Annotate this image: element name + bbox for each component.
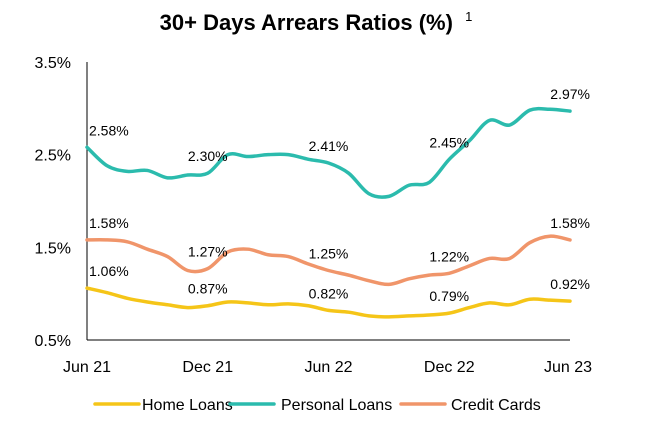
data-label-credit-cards: 1.58% xyxy=(89,215,129,231)
data-label-personal-loans: 2.45% xyxy=(429,134,469,150)
series-line-home-loans xyxy=(85,286,572,319)
x-tick-label: Jun 22 xyxy=(304,359,352,376)
x-tick-label: Dec 22 xyxy=(424,359,475,376)
x-tick-label: Dec 21 xyxy=(182,359,233,376)
data-label-home-loans: 0.79% xyxy=(429,288,469,304)
data-label-personal-loans: 2.30% xyxy=(188,148,228,164)
series-line-personal-loans xyxy=(85,106,572,199)
data-label-home-loans: 0.87% xyxy=(188,281,228,297)
y-tick-label: 2.5% xyxy=(35,148,71,165)
data-label-personal-loans: 2.97% xyxy=(550,86,590,102)
data-labels: 1.06% 0.87% 0.82% 0.79% 0.92% 2.58% 2.30% 2.41%… xyxy=(89,86,590,304)
data-label-home-loans: 1.06% xyxy=(89,263,129,279)
y-tick-label: 3.5% xyxy=(35,55,71,72)
x-tick-label: Jun 21 xyxy=(63,359,111,376)
series-line-credit-cards xyxy=(85,234,572,287)
legend-label-credit-cards: Credit Cards xyxy=(451,397,541,414)
legend: Home Loans Personal Loans Credit Cards xyxy=(93,397,541,414)
legend-label-personal-loans: Personal Loans xyxy=(281,397,392,414)
legend-label-home-loans: Home Loans xyxy=(142,397,233,414)
data-label-home-loans: 0.82% xyxy=(309,285,349,301)
chart-title-text: 30+ Days Arrears Ratios (%) xyxy=(160,10,453,35)
x-tick-label: Jun 23 xyxy=(544,359,592,376)
data-label-credit-cards: 1.22% xyxy=(429,248,469,264)
chart-title: 30+ Days Arrears Ratios (%) 1 xyxy=(160,9,473,35)
y-tick-label: 0.5% xyxy=(35,333,71,350)
data-label-home-loans: 0.92% xyxy=(550,276,590,292)
series-lines xyxy=(85,106,572,319)
data-label-credit-cards: 1.27% xyxy=(188,244,228,260)
data-label-credit-cards: 1.25% xyxy=(309,246,349,262)
chart-title-superscript: 1 xyxy=(465,9,472,24)
data-label-personal-loans: 2.41% xyxy=(309,138,349,154)
data-label-credit-cards: 1.58% xyxy=(550,215,590,231)
data-label-personal-loans: 2.58% xyxy=(89,122,129,138)
y-tick-label: 1.5% xyxy=(35,240,71,257)
axes: 3.5% 2.5% 1.5% 0.5% Jun 21 Dec 21 Jun 22 Dec 22… xyxy=(35,55,593,376)
